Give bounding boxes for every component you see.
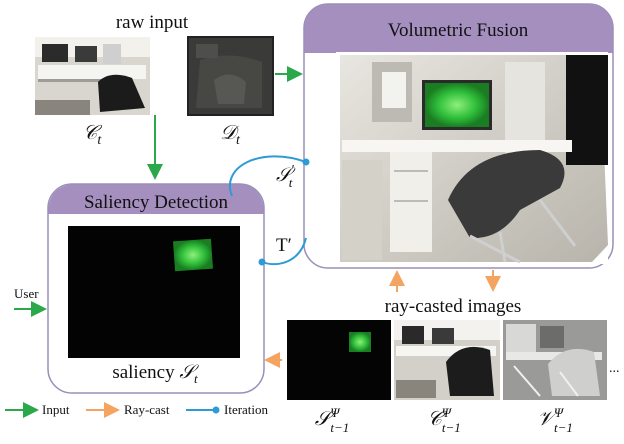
- raycast-title: ray-casted images: [385, 296, 522, 317]
- saliency-caption: saliency 𝒮t: [112, 362, 199, 386]
- raycast-color-image: [394, 320, 500, 400]
- legend-input-label: Input: [42, 402, 70, 417]
- raycast-ellipsis: ...: [609, 361, 620, 376]
- raycast-label-vertex: 𝒱Ψ t−1: [537, 405, 573, 435]
- iteration-dot-fusion: [302, 158, 310, 166]
- raw-input-title: raw input: [116, 12, 189, 33]
- volumetric-fusion-box: Volumetric Fusion: [303, 3, 614, 269]
- s-prime-label: 𝒮′ t: [276, 163, 296, 190]
- legend-iteration-label: Iteration: [224, 402, 269, 417]
- t-prime-label: T′: [276, 235, 292, 256]
- legend-iteration-dot: [212, 406, 220, 414]
- depth-image-label: 𝒟t: [220, 122, 241, 148]
- raycast-label-saliency: 𝒮Ψ t−1: [315, 405, 350, 435]
- iteration-arc-saliency-to-fusion: [229, 155, 307, 197]
- depth-image: [187, 36, 274, 116]
- legend: Input Ray-cast Iteration: [5, 402, 269, 418]
- saliency-map-image: [68, 226, 240, 358]
- legend-raycast-label: Ray-cast: [124, 402, 170, 417]
- saliency-detection-box: Saliency Detection saliency 𝒮t: [47, 183, 265, 394]
- iteration-arc-fusion-to-saliency: [261, 237, 307, 266]
- user-label: User: [14, 286, 39, 301]
- volumetric-fusion-title: Volumetric Fusion: [388, 20, 529, 41]
- saliency-detection-title: Saliency Detection: [84, 192, 229, 213]
- raycast-saliency-image: [287, 320, 391, 400]
- color-image-label: 𝒞t: [83, 122, 103, 148]
- raycast-label-color: 𝒞Ψ t−1: [427, 405, 461, 435]
- raycast-vertex-image: [503, 320, 607, 400]
- iteration-dot-saliency: [258, 258, 266, 266]
- color-image: [35, 37, 150, 115]
- fused-scene-image: [336, 52, 608, 264]
